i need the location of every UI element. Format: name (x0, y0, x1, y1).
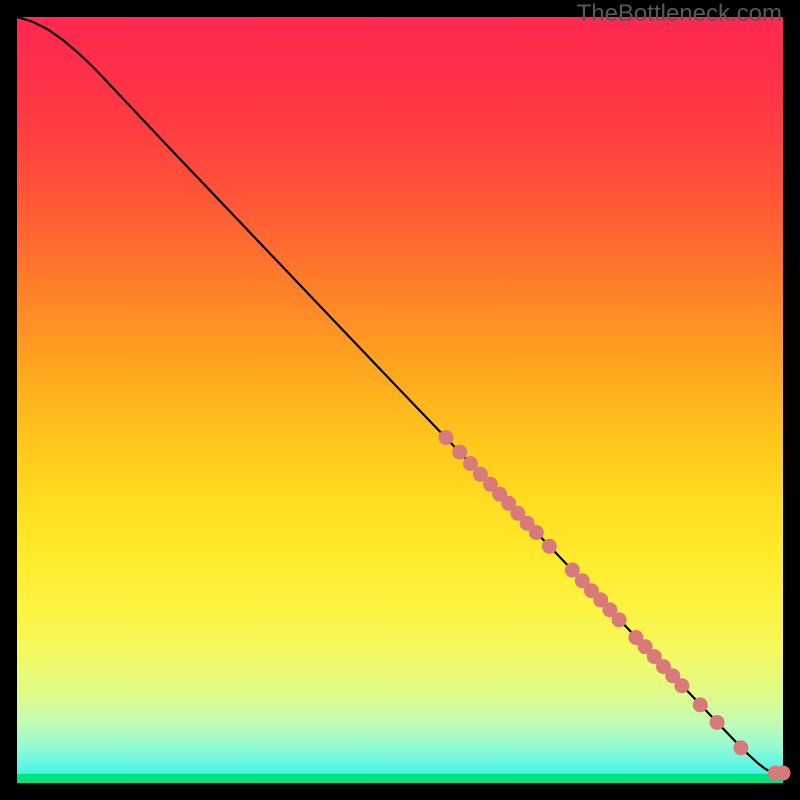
data-marker (674, 678, 689, 693)
watermark-text: TheBottleneck.com (577, 0, 782, 28)
stage: TheBottleneck.com (0, 0, 800, 800)
data-marker (529, 525, 544, 540)
data-marker (776, 766, 791, 781)
data-marker (710, 715, 725, 730)
data-marker (438, 430, 453, 445)
data-marker (542, 539, 557, 554)
data-marker (693, 697, 708, 712)
data-marker (452, 445, 467, 460)
data-marker (733, 740, 748, 755)
plot-svg (0, 0, 800, 800)
data-marker (612, 612, 627, 627)
bottom-accent-strip (17, 774, 783, 783)
